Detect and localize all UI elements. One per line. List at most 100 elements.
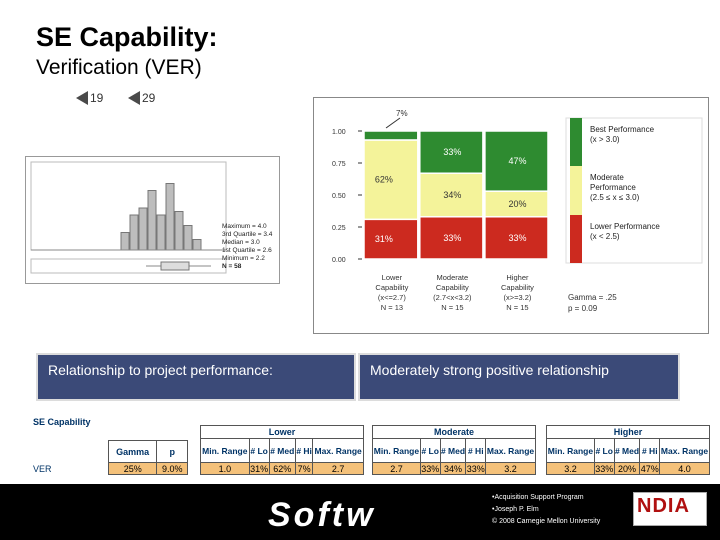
mosaic-segment xyxy=(363,139,419,221)
column-header: # Lo xyxy=(248,438,270,463)
column-header: Max. Range xyxy=(659,438,710,463)
p-value: 9.0% xyxy=(156,462,188,475)
legend-swatch xyxy=(570,118,582,166)
back-arrow-icon xyxy=(128,91,140,105)
table-cell: 2.7 xyxy=(312,462,364,475)
histogram-bar xyxy=(156,214,166,251)
column-label-line: N = 15 xyxy=(506,303,528,312)
histogram-bar xyxy=(129,214,139,251)
table-cell: 7% xyxy=(294,462,314,475)
mosaic-segment-label: 20% xyxy=(508,199,526,209)
mosaic-segment xyxy=(419,216,484,260)
table-cell: 47% xyxy=(639,462,661,475)
gamma-header: Gamma xyxy=(107,440,158,463)
gamma-table: Gamma p 25% 9.0% xyxy=(107,440,188,475)
mosaic-segment xyxy=(363,130,419,141)
table-cell: 1.0 xyxy=(200,462,250,475)
column-header: # Med xyxy=(439,438,467,463)
group-name: Higher xyxy=(546,425,710,439)
histogram-stat: 3rd Quartile = 3.4 xyxy=(222,231,273,238)
table-cell: 20% xyxy=(613,462,641,475)
column-header: Min. Range xyxy=(372,438,421,463)
column-label-line: Lower xyxy=(382,273,403,282)
y-tick-label: 0.25 xyxy=(332,225,346,232)
footer-line: •Joseph P. Elm xyxy=(492,506,539,513)
legend-label: (x < 2.5) xyxy=(590,232,620,241)
column-header: # Lo xyxy=(593,438,615,463)
histogram-bar xyxy=(147,190,157,251)
histogram-bar xyxy=(183,225,193,251)
column-label-line: N = 15 xyxy=(441,303,463,312)
prev-slide-label: 19 xyxy=(90,91,104,105)
footer-logo-text: Softw xyxy=(268,496,376,534)
group-name: Moderate xyxy=(372,425,536,439)
legend-swatch xyxy=(570,215,582,263)
column-header: # Hi xyxy=(294,438,314,463)
histogram-stats: Maximum = 4.0 3rd Quartile = 3.4 Median = … xyxy=(222,223,272,271)
histogram-svg xyxy=(30,161,227,274)
relationship-label: Relationship to project performance: xyxy=(48,362,273,378)
legend-label: Lower Performance xyxy=(590,222,660,231)
footer-credits: •Acquisition Support Program •Joseph P. E… xyxy=(492,492,600,528)
column-label-line: (x>=3.2) xyxy=(503,293,531,302)
ndia-logo-text: NDIA xyxy=(637,495,690,517)
legend-box xyxy=(565,117,703,264)
distribution-histogram: Maximum = 4.0 3rd Quartile = 3.4 Median = … xyxy=(25,156,280,284)
column-header: # Hi xyxy=(639,438,661,463)
table-cell: 62% xyxy=(268,462,296,475)
table-row-label: VER xyxy=(33,464,52,474)
table-cell: 3.2 xyxy=(485,462,536,475)
table-title: SE Capability xyxy=(33,417,91,427)
ndia-logo: NDIA xyxy=(633,492,707,526)
mosaic-segment-label: 47% xyxy=(508,156,526,166)
table-cell: 4.0 xyxy=(659,462,710,475)
y-tick-label: 0.50 xyxy=(332,193,346,200)
column-header: Max. Range xyxy=(485,438,536,463)
mosaic-segment-label: 33% xyxy=(443,233,461,243)
back-arrow-icon xyxy=(76,91,88,105)
relationship-value-box: Moderately strong positive relationship xyxy=(358,353,680,401)
legend-label: Performance xyxy=(590,183,636,192)
group-name: Lower xyxy=(200,425,364,439)
group-table-moderate: Moderate Min. Range # Lo # Med # Hi Max. Rang… xyxy=(372,425,536,475)
next-slide-link[interactable]: 29 xyxy=(128,91,155,105)
mosaic-segment-label: 31% xyxy=(375,234,393,244)
mosaic-segment xyxy=(484,130,549,192)
histogram-stat: Minimum = 2.2 xyxy=(222,255,265,262)
gamma-value: 25% xyxy=(107,462,158,475)
legend-label: (2.5 ≤ x ≤ 3.0) xyxy=(590,193,640,202)
mosaic-chart: 1.00 0.75 0.50 0.25 0.00 31% 62% Lower Capabilit… xyxy=(313,97,709,334)
column-label-line: Capability xyxy=(501,283,534,292)
column-label-line: Capability xyxy=(375,283,408,292)
histogram-stat: 1st Quartile = 2.6 xyxy=(222,247,272,254)
column-header: Min. Range xyxy=(200,438,250,463)
p-header: p xyxy=(156,440,188,463)
relationship-label-box: Relationship to project performance: xyxy=(36,353,356,401)
mosaic-segment-label: 33% xyxy=(443,147,461,157)
table-cell: 33% xyxy=(419,462,441,475)
histogram-bar xyxy=(165,183,175,251)
column-header: # Hi xyxy=(465,438,487,463)
mosaic-segment-label: 62% xyxy=(375,175,393,185)
column-header: # Med xyxy=(613,438,641,463)
prev-slide-link[interactable]: 19 xyxy=(76,91,103,105)
next-slide-label: 29 xyxy=(142,91,156,105)
mosaic-segment-label: 34% xyxy=(443,190,461,200)
slide-title: SE Capability: xyxy=(36,22,218,52)
annotation-arrow xyxy=(385,117,401,129)
footer-bar: Softw •Acquisition Support Program •Josep… xyxy=(0,484,720,540)
column-header: # Lo xyxy=(419,438,441,463)
histogram-stat: Maximum = 4.0 xyxy=(222,223,267,230)
relationship-value: Moderately strong positive relationship xyxy=(370,362,609,378)
table-cell: 34% xyxy=(439,462,467,475)
histogram-bar xyxy=(174,211,184,251)
legend-label: Best Performance xyxy=(590,125,655,134)
column-header: # Med xyxy=(268,438,296,463)
mosaic-segment xyxy=(484,216,549,260)
legend-swatch xyxy=(570,166,582,215)
histogram-bar xyxy=(138,207,148,251)
table-cell: 3.2 xyxy=(546,462,595,475)
column-header: Max. Range xyxy=(312,438,364,463)
legend-label: (x > 3.0) xyxy=(590,135,620,144)
y-tick-label: 0.00 xyxy=(332,257,346,264)
